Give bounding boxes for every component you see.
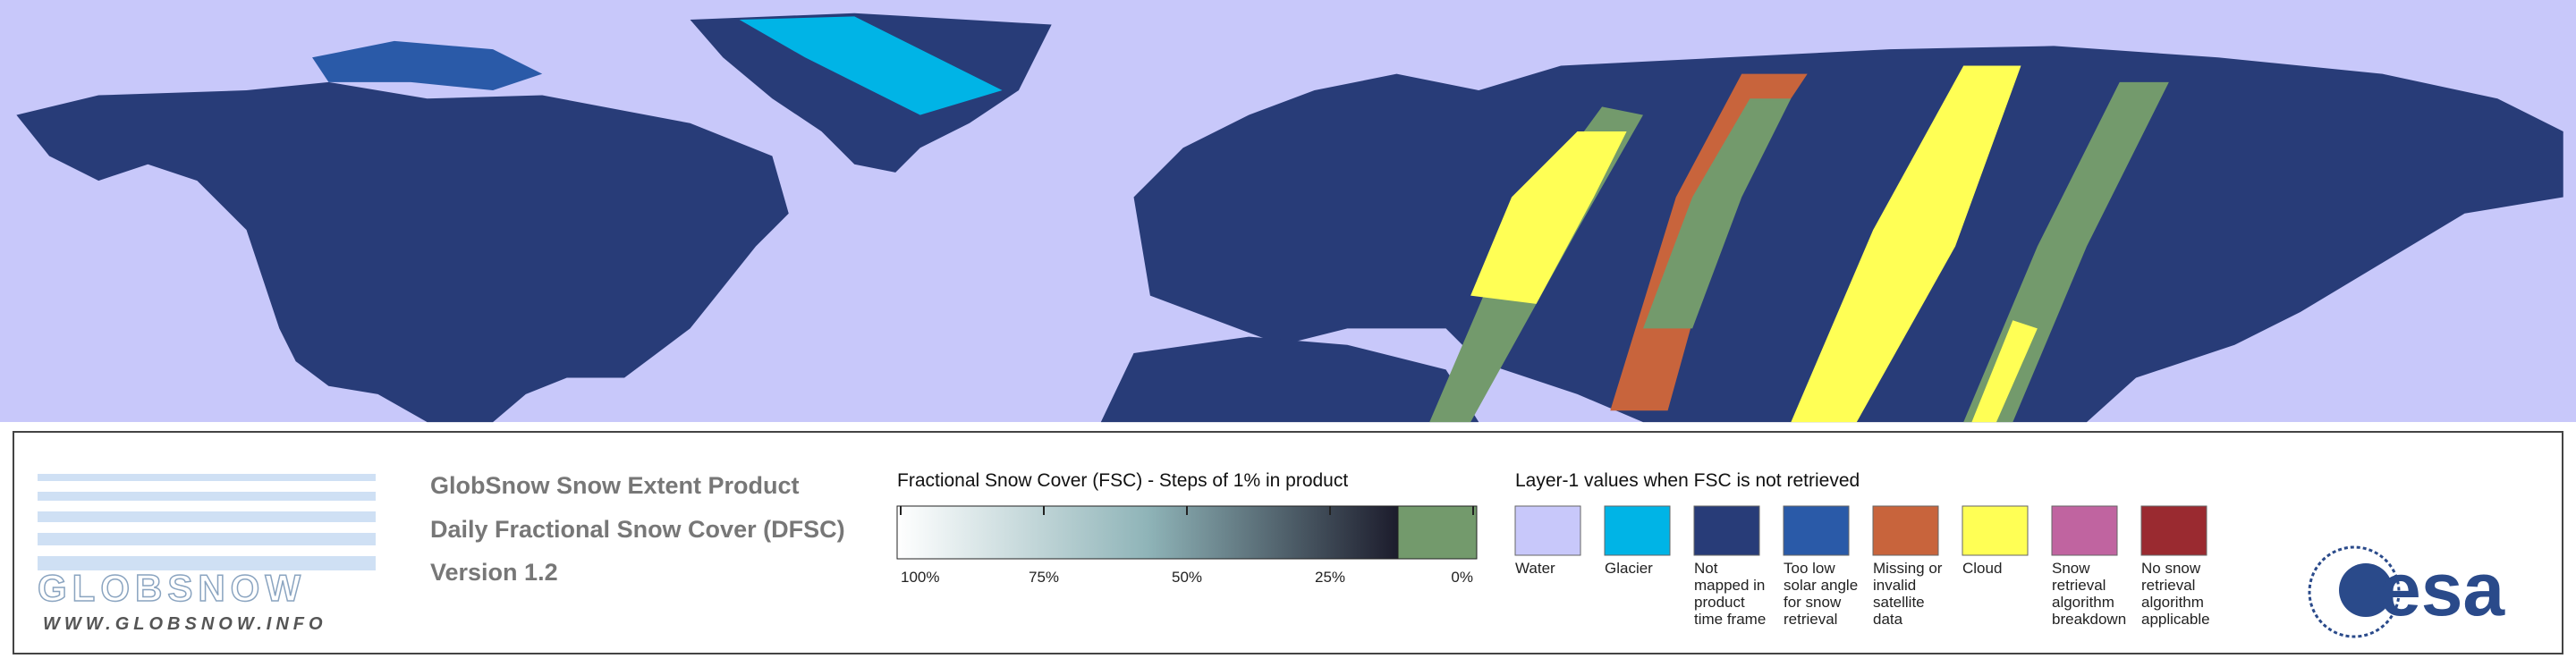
legend-swatch — [1604, 505, 1671, 556]
legend-label: Not mapped in product time frame — [1694, 560, 1767, 628]
arctic-islands — [312, 40, 543, 91]
swath-4 — [1643, 98, 1792, 329]
legend-swatch — [2140, 505, 2207, 556]
greenland — [690, 13, 1052, 173]
esa-text: esa — [2379, 547, 2505, 631]
legend-title: Layer-1 values when FSC is not retrieved — [1515, 470, 1860, 491]
legend-swatch — [1693, 505, 1760, 556]
colorbar-gradient — [896, 505, 1399, 560]
colorbar-tick-label: 75% — [1029, 569, 1059, 586]
glacier-strip — [739, 16, 1003, 115]
legend-label: Cloud — [1962, 560, 2003, 577]
legend-swatch — [1783, 505, 1850, 556]
legend-label: Snow retrieval algorithm breakdown — [2052, 560, 2127, 628]
logo-url: WWW.GLOBSNOW.INFO — [43, 614, 327, 634]
colorbar-tick-label: 0% — [1451, 569, 1473, 586]
colorbar-tick-label: 50% — [1172, 569, 1202, 586]
swath-2 — [1470, 131, 1627, 304]
swath-7 — [1971, 320, 2038, 423]
legend-label: No snow retrieval algorithm applicable — [2141, 560, 2210, 628]
legend-label: Water — [1515, 560, 1555, 577]
map — [16, 13, 2563, 423]
legend-swatch — [1962, 505, 2029, 556]
colorbar-zero — [1397, 505, 1478, 560]
logo-name: GLOBSNOW — [38, 567, 306, 609]
colorbar-title: Fractional Snow Cover (FSC) - Steps of 1… — [897, 470, 1348, 491]
legend-label: Too low solar angle for snow retrieval — [1784, 560, 1859, 628]
north-america — [16, 81, 789, 423]
legend-label: Missing or invalid satellite data — [1873, 560, 1943, 628]
title: GlobSnow Snow Extent Product — [430, 472, 800, 499]
legend-label: Glacier — [1605, 560, 1653, 577]
colorbar-tick-label: 100% — [901, 569, 939, 586]
africa — [1100, 336, 1479, 423]
colorbar-tick-label: 25% — [1315, 569, 1345, 586]
legend-swatch — [1872, 505, 1939, 556]
swath-5 — [1791, 65, 2021, 423]
logo-stripes — [38, 474, 376, 570]
subtitle: Daily Fractional Snow Cover (DFSC) — [430, 516, 845, 543]
legend-swatch — [1514, 505, 1581, 556]
legend-swatch — [2051, 505, 2118, 556]
esa-logo: esa — [2308, 545, 2505, 638]
version: Version 1.2 — [430, 559, 558, 586]
